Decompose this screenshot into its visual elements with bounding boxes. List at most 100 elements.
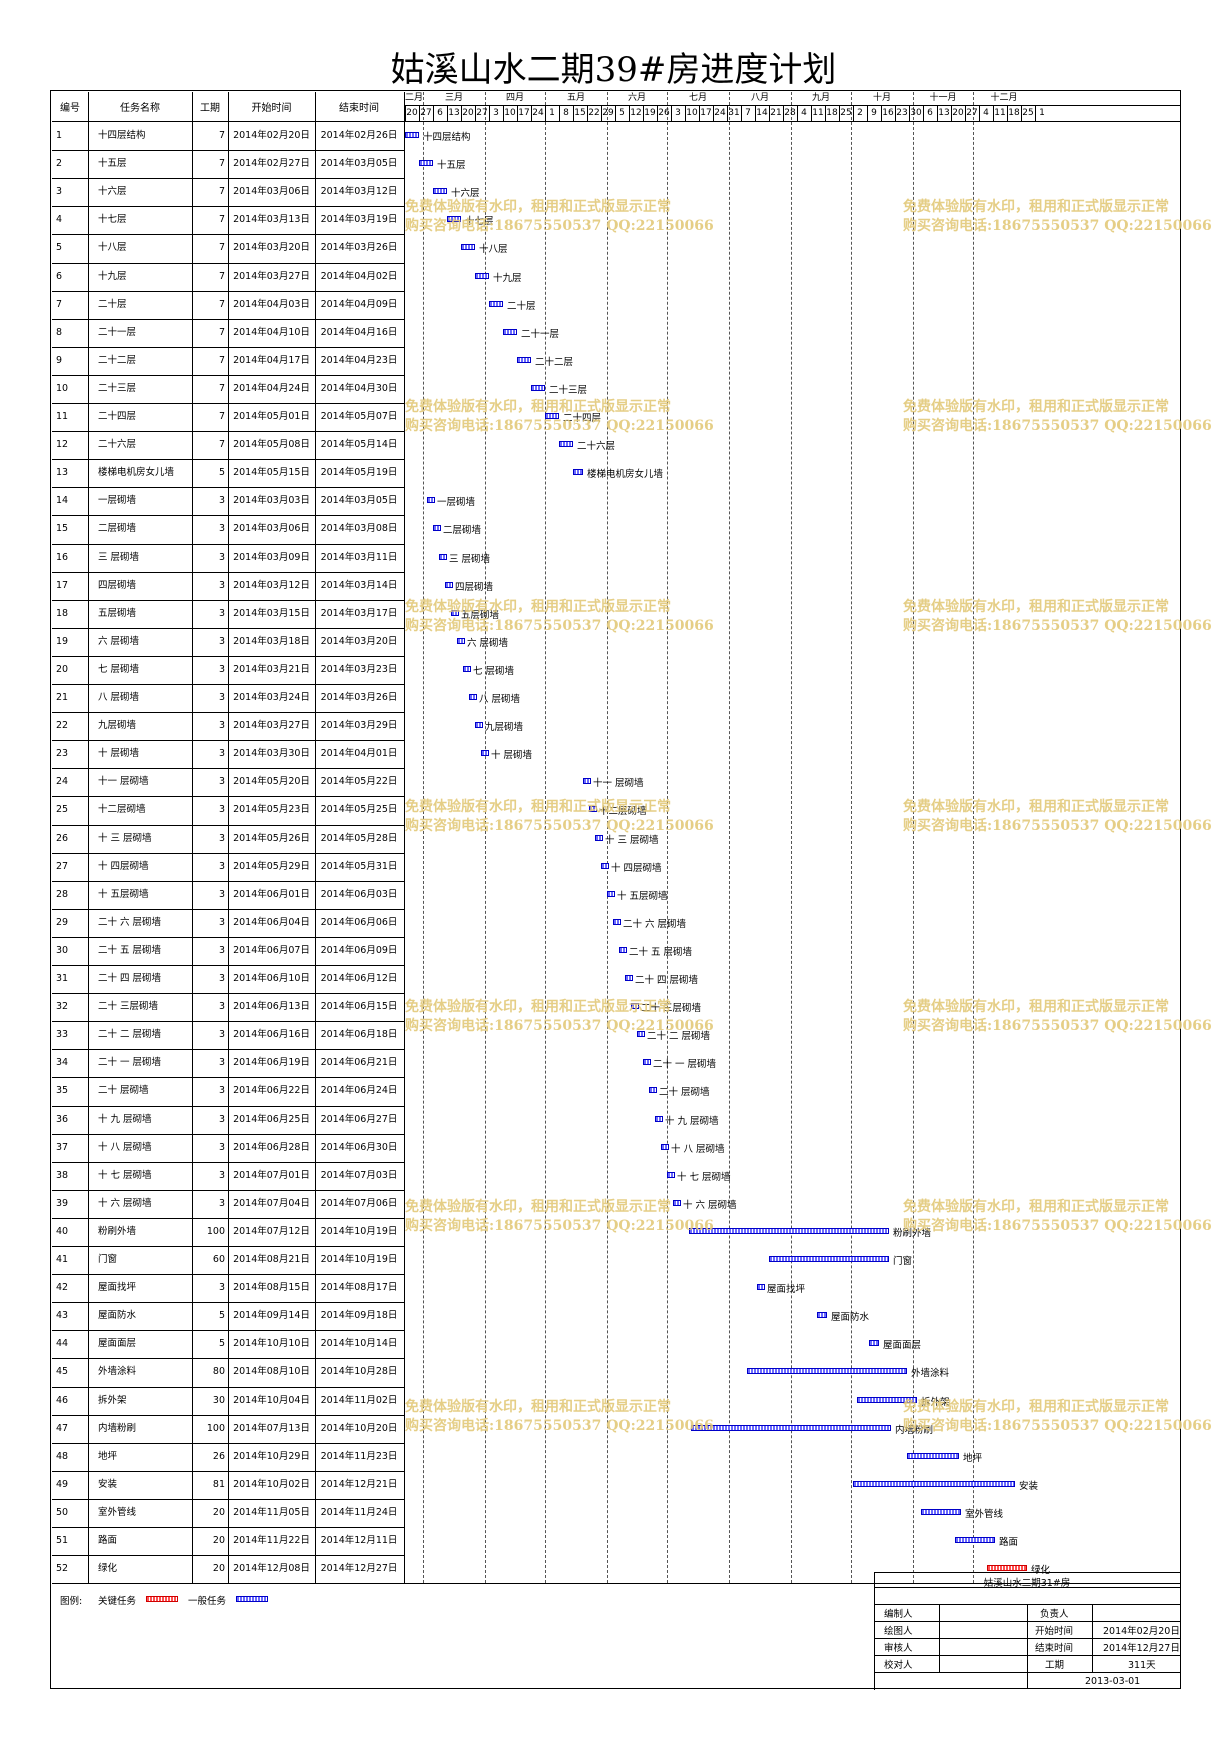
task-bar (439, 553, 447, 560)
task-duration: 3 (218, 1197, 225, 1209)
task-number: 26 (56, 832, 69, 844)
watermark-line2: 购买咨询电话:18675550537 QQ:22150066 (405, 818, 714, 834)
watermark-line1: 免费体验版有水印，租用和正式版显示正常 (903, 1199, 1169, 1215)
watermark-line1: 免费体验版有水印，租用和正式版显示正常 (405, 799, 671, 815)
row-separator (52, 178, 404, 180)
task-end-date: 2014年06月21日 (320, 1057, 398, 1069)
task-number: 21 (56, 692, 69, 703)
task-bar (419, 160, 433, 167)
day-tick-label: 4 (983, 108, 989, 118)
task-bar (613, 918, 621, 925)
task-start-date: 2014年10月02日 (233, 1478, 310, 1490)
task-bar (619, 946, 627, 953)
month-gridline (423, 92, 425, 1584)
row-separator (52, 1274, 404, 1276)
task-number: 42 (56, 1282, 69, 1294)
task-bar-label: 安装 (1019, 1480, 1039, 1492)
watermark-line1: 免费体验版有水印，租用和正式版显示正常 (903, 599, 1169, 615)
day-tick-label: 23 (896, 108, 908, 118)
task-bar (853, 1480, 1015, 1487)
row-separator (52, 1386, 404, 1388)
header-no: 编号 (60, 102, 80, 114)
task-bar (747, 1368, 907, 1375)
day-tick-line (517, 106, 518, 121)
task-bar-label: 二十三层 (549, 384, 588, 396)
task-end-date: 2014年05月22日 (320, 776, 398, 788)
column-separator (192, 92, 193, 1584)
task-bar (655, 1115, 663, 1122)
task-name: 二十一层 (98, 326, 137, 338)
row-separator (52, 712, 404, 714)
task-bar (469, 694, 477, 700)
task-name: 九层砌墙 (98, 720, 137, 732)
task-bar (433, 525, 441, 532)
day-tick-line (405, 106, 406, 121)
task-number: 13 (56, 467, 69, 479)
day-tick-label: 15 (574, 108, 586, 118)
task-bar (673, 1199, 681, 1206)
task-end-date: 2014年04月02日 (320, 270, 398, 282)
task-name: 十九层 (98, 270, 127, 282)
task-start-date: 2014年08月15日 (233, 1282, 310, 1294)
task-bar (661, 1143, 669, 1150)
task-end-date: 2014年03月08日 (320, 523, 398, 535)
task-end-date: 2014年11月24日 (320, 1506, 398, 1518)
task-end-date: 2014年03月23日 (320, 663, 398, 675)
task-end-date: 2014年10月20日 (320, 1422, 398, 1434)
task-bar-label: 二十层 (507, 300, 536, 312)
day-tick-label: 18 (826, 108, 838, 118)
task-start-date: 2014年05月15日 (233, 467, 310, 479)
task-number: 36 (56, 1113, 69, 1125)
task-bar-label: 屋面找坪 (767, 1284, 806, 1296)
month-label: 十月 (872, 93, 891, 103)
task-bar (445, 581, 453, 588)
task-bar-label: 粉刷外墙 (893, 1227, 932, 1239)
row-separator (52, 262, 404, 264)
task-end-date: 2014年03月26日 (320, 242, 398, 254)
task-number: 50 (56, 1506, 69, 1518)
task-number: 47 (56, 1422, 69, 1434)
task-duration: 3 (218, 916, 225, 928)
task-duration: 7 (218, 270, 225, 282)
task-duration: 100 (206, 1225, 225, 1237)
legend-normal-label: 一般任务 (188, 1596, 227, 1607)
row-separator (52, 1105, 404, 1107)
day-tick-label: 22 (588, 108, 600, 118)
day-tick-label: 20 (406, 108, 418, 118)
task-bar-label: 二十 层砌墙 (659, 1087, 710, 1099)
task-end-date: 2014年06月03日 (320, 888, 398, 900)
task-bar-label: 二十二层 (535, 356, 574, 368)
task-start-date: 2014年10月29日 (233, 1450, 310, 1462)
task-bar-label: 路面 (999, 1537, 1019, 1548)
task-duration: 5 (218, 467, 225, 479)
task-bar-label: 地坪 (963, 1452, 983, 1464)
page-title: 姑溪山水二期39#房进度计划 (390, 50, 837, 90)
day-tick-label: 20 (462, 108, 474, 118)
task-bar (595, 834, 603, 841)
task-number: 16 (56, 551, 69, 563)
day-tick-label: 1 (549, 108, 555, 118)
task-bar (643, 1059, 651, 1066)
task-name: 拆外架 (98, 1394, 127, 1406)
day-tick-label: 20 (952, 108, 964, 118)
task-bar (637, 1031, 645, 1038)
task-bar (857, 1396, 917, 1403)
task-bar (447, 216, 461, 223)
task-name: 七 层砌墙 (98, 663, 140, 675)
watermark-line1: 免费体验版有水印，租用和正式版显示正常 (903, 399, 1169, 415)
watermark-line2: 购买咨询电话:18675550537 QQ:22150066 (405, 1418, 714, 1434)
task-name: 二十 层砌墙 (98, 1085, 149, 1097)
task-bar (691, 1424, 891, 1431)
task-duration: 7 (218, 158, 225, 170)
row-separator (52, 346, 404, 348)
month-gridline (545, 92, 547, 1584)
task-end-date: 2014年06月24日 (320, 1085, 398, 1097)
row-separator (52, 1358, 404, 1360)
task-bar-label: 十四层结构 (423, 132, 471, 143)
task-duration: 3 (218, 1057, 225, 1069)
day-tick-line (993, 106, 994, 121)
info-row-line (874, 1587, 1180, 1588)
task-number: 39 (56, 1197, 69, 1209)
task-duration: 30 (212, 1394, 225, 1406)
